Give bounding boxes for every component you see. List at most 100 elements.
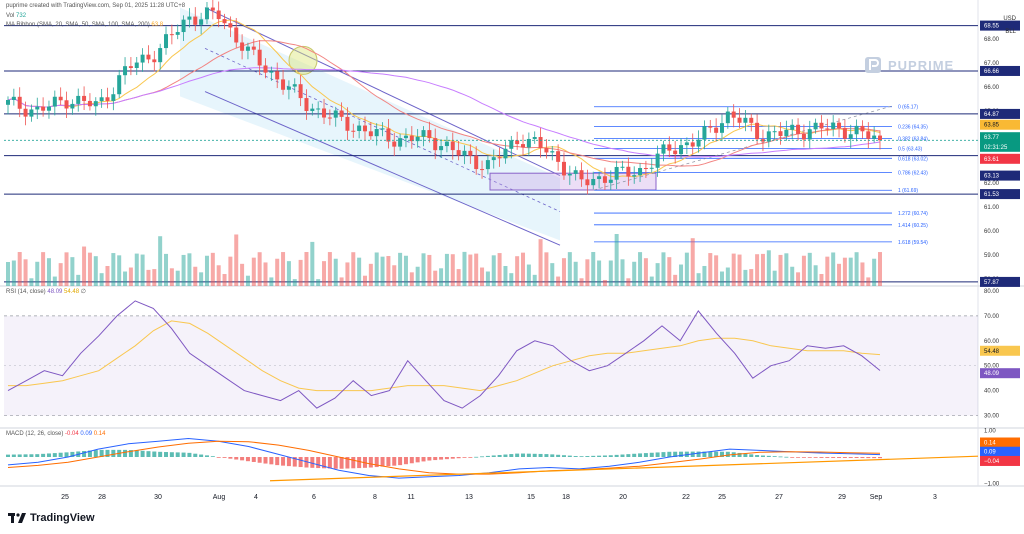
volume-bar xyxy=(35,261,40,286)
volume-bar xyxy=(532,274,537,286)
price-axis-badge-text: 02:31:25 xyxy=(984,145,1008,151)
volume-bar xyxy=(222,274,227,286)
volume-bar xyxy=(105,265,110,286)
macd-histogram-bar xyxy=(298,457,303,468)
tradingview-brand[interactable]: TradingView xyxy=(8,512,95,524)
candle-body xyxy=(684,142,689,146)
candle-body xyxy=(532,137,537,139)
candle-body xyxy=(462,150,467,156)
macd-histogram-bar xyxy=(234,457,239,460)
volume-bar xyxy=(667,257,672,286)
candle-body xyxy=(813,122,818,130)
macd-histogram-bar xyxy=(468,457,473,458)
candle-body xyxy=(626,166,631,177)
candle-body xyxy=(281,79,286,90)
candle-body xyxy=(573,170,578,174)
macd-histogram-bar xyxy=(316,457,321,469)
candle-body xyxy=(415,136,420,142)
fib-level-label: 0.5 (63.43) xyxy=(898,146,923,152)
volume-bar xyxy=(357,257,362,286)
macd-histogram-bar xyxy=(11,454,16,457)
macd-histogram-bar xyxy=(41,453,46,457)
volume-bar xyxy=(878,252,882,286)
price-axis-badge xyxy=(980,108,1020,119)
macd-histogram-bar xyxy=(216,457,221,458)
candle-body xyxy=(58,96,63,101)
volume-bar xyxy=(152,269,157,286)
time-axis-label: 29 xyxy=(838,494,846,501)
candle-body xyxy=(725,111,730,124)
price-axis-badge-text: 66.66 xyxy=(984,69,1000,75)
ma-line xyxy=(7,67,881,158)
volume-bar xyxy=(790,266,795,286)
rsi-tick-label: 80.00 xyxy=(984,289,1000,295)
macd-histogram-bar xyxy=(480,456,485,458)
macd-histogram-bar xyxy=(199,454,204,457)
time-axis-label: 30 xyxy=(154,494,162,501)
volume-bar xyxy=(292,279,297,286)
macd-histogram-bar xyxy=(240,457,245,461)
volume-bar xyxy=(684,252,689,286)
candle-body xyxy=(526,138,531,148)
macd-trend-line xyxy=(269,455,979,482)
price-axis-badge xyxy=(980,20,1020,31)
macd-histogram-bar xyxy=(878,457,882,459)
macd-histogram-bar xyxy=(749,454,754,457)
candle-body xyxy=(661,144,666,154)
volume-bar xyxy=(234,234,239,286)
candle-body xyxy=(632,175,637,177)
candle-body xyxy=(719,123,724,133)
volume-bar xyxy=(521,252,526,286)
candle-body xyxy=(509,140,514,149)
rsi-tick-label: 30.00 xyxy=(984,414,1000,420)
candle-body xyxy=(327,117,332,119)
candle-body xyxy=(93,101,98,107)
macd-histogram-bar xyxy=(784,456,789,458)
volume-bar xyxy=(93,256,98,286)
consolidation-box xyxy=(489,172,657,191)
macd-histogram-bar xyxy=(679,451,684,457)
fib-level-label: 1.618 (59.54) xyxy=(898,240,928,246)
volume-bar xyxy=(784,253,789,286)
candle-body xyxy=(181,19,186,33)
price-axis-badge-text: 57.87 xyxy=(984,280,1000,286)
macd-histogram-bar xyxy=(345,457,350,469)
volume-bar xyxy=(614,234,619,286)
candle-body xyxy=(316,108,321,110)
volume-bar xyxy=(526,264,531,286)
volume-bar xyxy=(468,254,473,286)
macd-histogram-bar xyxy=(538,453,543,457)
macd-histogram-bar xyxy=(134,450,139,457)
candle-body xyxy=(245,46,250,51)
volume-bar xyxy=(304,252,309,286)
candle-body xyxy=(444,141,449,147)
time-axis-label: 8 xyxy=(373,494,377,501)
rsi-tick-label: 60.00 xyxy=(984,339,1000,345)
macd-histogram-bar xyxy=(281,457,286,466)
macd-histogram-bar xyxy=(854,457,859,459)
volume-bar xyxy=(134,253,139,286)
macd-histogram-bar xyxy=(70,451,75,457)
macd-histogram-bar xyxy=(333,457,338,469)
rsi-axis-badge xyxy=(980,368,1020,379)
volume-bar xyxy=(251,257,256,286)
volume-bar xyxy=(591,252,596,286)
candle-body xyxy=(620,166,625,168)
macd-title: MACD (12, 26, close) xyxy=(6,431,64,437)
volume-bar xyxy=(462,251,467,286)
candle-body xyxy=(450,141,455,151)
volume-bar xyxy=(193,266,198,286)
price-tick-label: 61.00 xyxy=(984,205,1000,211)
macd-axis-badge xyxy=(980,446,1020,457)
volume-bar xyxy=(164,253,169,286)
volume-bar xyxy=(749,269,754,286)
rsi-legend-ma: 54.48 xyxy=(64,289,80,295)
created-caption: puprime created with TradingView.com, Se… xyxy=(6,3,186,9)
candle-body xyxy=(743,117,748,123)
macd-histogram-bar xyxy=(351,457,356,469)
price-tick-label: 66.00 xyxy=(984,85,1000,91)
volume-bar xyxy=(837,263,842,286)
macd-histogram-bar xyxy=(778,456,783,458)
